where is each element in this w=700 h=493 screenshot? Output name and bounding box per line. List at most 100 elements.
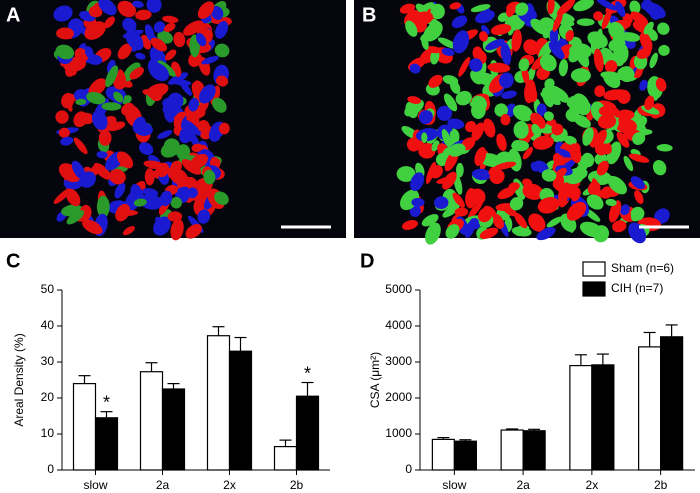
fiber (565, 108, 580, 122)
fiber (157, 60, 176, 77)
fiber (197, 184, 209, 198)
fiber (430, 49, 440, 65)
fiber (441, 47, 455, 56)
fiber (188, 52, 203, 67)
fiber (203, 169, 216, 185)
fiber (566, 175, 583, 185)
fiber (153, 216, 171, 236)
fiber (75, 98, 87, 106)
fiber (483, 118, 496, 138)
fiber (547, 0, 555, 15)
fiber (649, 52, 658, 69)
fiber (591, 178, 602, 202)
fiber (105, 65, 119, 88)
fiber (162, 15, 179, 24)
y-tick-label: 40 (41, 318, 55, 332)
fiber (556, 148, 572, 158)
fiber (159, 190, 173, 206)
fiber (615, 1, 626, 17)
fiber (558, 59, 568, 77)
fiber (117, 43, 132, 60)
fiber (513, 120, 529, 139)
fiber (73, 111, 88, 128)
fiber (541, 87, 554, 108)
fiber (84, 46, 94, 59)
fiber (504, 103, 516, 118)
fiber (643, 2, 666, 19)
bar (453, 440, 477, 471)
fiber (596, 160, 609, 176)
fiber (396, 166, 416, 182)
fiber (55, 44, 75, 60)
fiber (620, 204, 630, 216)
fiber (109, 169, 126, 185)
fiber (479, 227, 499, 239)
fiber (628, 153, 650, 163)
fiber (452, 192, 465, 208)
fiber (79, 171, 96, 188)
legend-label: Sham (n=6) (611, 261, 674, 275)
fiber (194, 80, 204, 91)
fiber (593, 129, 607, 149)
fiber (595, 28, 603, 51)
fiber (600, 186, 613, 199)
fiber (603, 71, 621, 89)
fiber (643, 21, 654, 35)
fiber (447, 118, 465, 130)
fiber (98, 130, 112, 146)
fiber (96, 195, 110, 218)
fiber (458, 56, 471, 77)
fiber (421, 132, 428, 144)
fiber (546, 216, 563, 228)
fiber (479, 31, 489, 42)
fiber (573, 0, 594, 12)
fiber (478, 207, 493, 223)
fiber (451, 15, 468, 29)
fiber (652, 160, 667, 176)
fiber (191, 143, 203, 152)
fiber (169, 78, 192, 86)
bar (295, 395, 320, 471)
fiber (148, 62, 170, 82)
fiber (208, 127, 221, 142)
fiber (64, 94, 73, 112)
significance: * (304, 363, 311, 383)
fiber (157, 130, 173, 139)
fiber (533, 160, 549, 174)
fiber (566, 218, 575, 233)
fiber (556, 0, 576, 16)
fiber (548, 41, 565, 60)
bar (638, 346, 662, 471)
fiber (123, 62, 141, 82)
fiber (53, 5, 73, 22)
fiber (474, 147, 487, 166)
fiber (658, 44, 670, 56)
fibers (53, 0, 673, 245)
fiber (96, 151, 108, 159)
fiber (188, 97, 199, 112)
fiber (60, 136, 74, 146)
fiber (73, 137, 88, 155)
fiber (179, 186, 192, 200)
fiber (197, 1, 215, 19)
fiber (170, 197, 182, 209)
bar (591, 364, 615, 471)
fiber (468, 199, 484, 219)
fiber (212, 97, 227, 113)
fiber (612, 220, 627, 233)
fiber (448, 143, 466, 157)
bar (94, 417, 119, 471)
fiber (121, 102, 135, 116)
fiber (133, 121, 153, 136)
fiber (514, 2, 529, 16)
fiber (538, 17, 555, 33)
fiber (170, 218, 184, 241)
fiber (552, 152, 565, 167)
fiber (618, 66, 635, 83)
fiber (163, 22, 176, 33)
fiber (644, 95, 655, 111)
fiber (421, 214, 439, 227)
fiber (532, 135, 554, 150)
fiber (142, 188, 159, 197)
